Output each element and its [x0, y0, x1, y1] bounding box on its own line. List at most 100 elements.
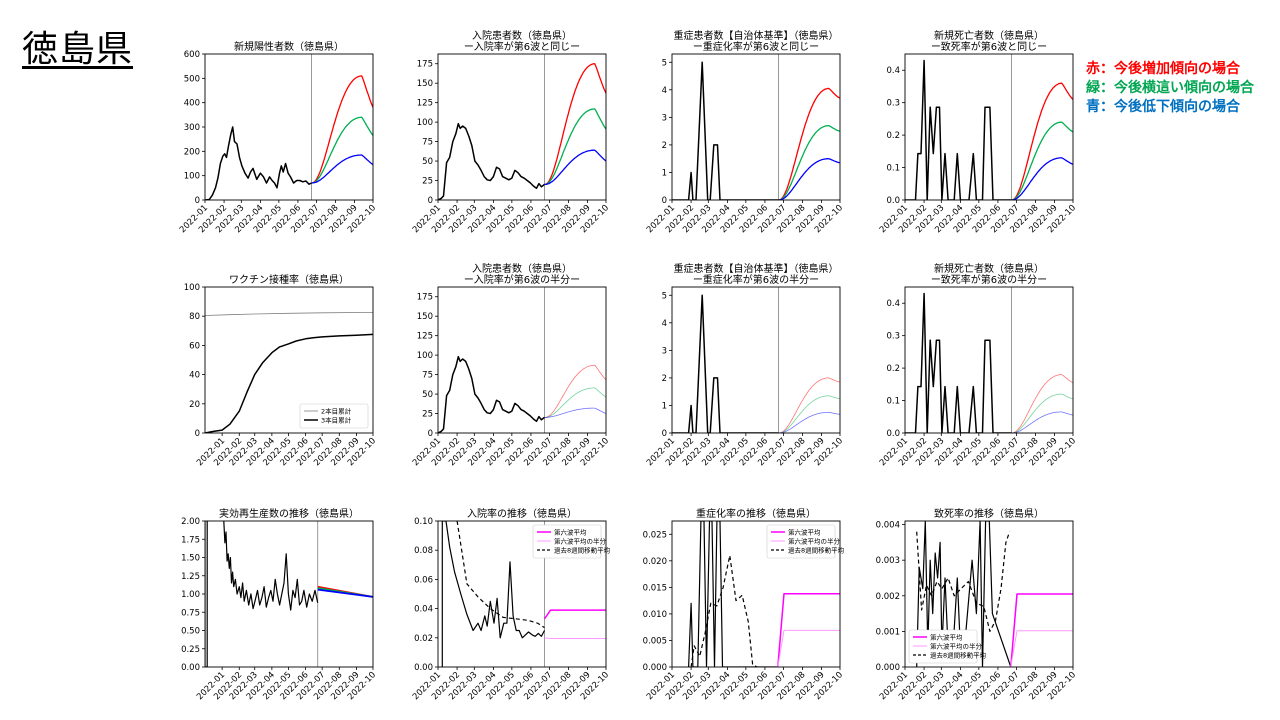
series-line — [205, 312, 373, 316]
y-tick-label: 175 — [417, 293, 433, 303]
series-line — [1011, 411, 1073, 433]
y-tick-label: 100 — [417, 118, 433, 128]
y-tick-label: 0 — [662, 196, 667, 206]
y-tick-label: 300 — [184, 123, 200, 133]
series-line — [905, 59, 1012, 200]
y-tick-label: 0.003 — [876, 556, 900, 566]
y-tick-label: 3 — [662, 113, 667, 123]
plot-frame — [204, 53, 374, 201]
y-tick-label: 0.00 — [181, 663, 200, 673]
legend-label: 第六波平均 — [554, 527, 587, 536]
y-tick-label: 0.10 — [414, 517, 433, 527]
series-line — [778, 124, 840, 200]
series-line — [688, 521, 779, 667]
y-tick-label: 1.00 — [181, 590, 200, 600]
chart-title: 新規死亡者数（徳島県） — [934, 29, 1044, 42]
y-tick-label: 60 — [189, 341, 200, 351]
chart-c12: 入院患者数（徳島県）ー入院率が第6波と同じー 0 25 50 75 100 125 150 17… — [411, 29, 611, 235]
legend-box — [299, 403, 369, 429]
y-tick-label: 0 — [662, 429, 667, 439]
y-tick-label: 25 — [422, 177, 433, 187]
y-tick-label: 0.0 — [886, 196, 900, 206]
series-line — [544, 637, 606, 639]
y-tick-label: 125 — [417, 332, 433, 342]
y-tick-label: 0.3 — [886, 99, 900, 109]
series-line — [1011, 121, 1073, 200]
series-line — [778, 87, 840, 200]
y-tick-label: 0.025 — [643, 530, 667, 540]
y-tick-label: 175 — [417, 60, 433, 70]
note-red: 赤：今後増加傾向の場合 — [1086, 61, 1240, 77]
y-tick-label: 0.015 — [643, 583, 667, 593]
series-line — [205, 333, 373, 433]
series-line — [778, 395, 840, 433]
series-line — [205, 521, 208, 667]
y-tick-label: 150 — [417, 79, 433, 89]
chart-title: ー入院率が第6波と同じー — [464, 40, 580, 53]
series-line — [778, 377, 840, 433]
y-tick-label: 75 — [422, 138, 433, 148]
y-tick-label: 0 — [195, 429, 200, 439]
legend-label: 2本目累計 — [321, 406, 352, 415]
y-tick-label: 125 — [417, 99, 433, 109]
series-line — [438, 355, 545, 433]
series-line — [672, 61, 779, 200]
series-line — [1010, 630, 1073, 667]
chart-title: ー重症化率が第6波と同じー — [693, 40, 819, 53]
legend-label: 第六波平均 — [930, 632, 963, 641]
series-line — [778, 411, 840, 433]
legend-label: 過去8週間移動平均 — [930, 650, 987, 659]
series-line — [777, 629, 840, 667]
chart-title: 致死率の推移（徳島県） — [934, 507, 1044, 520]
series-line — [544, 407, 606, 418]
plot-frame — [904, 53, 1074, 201]
y-tick-label: 0.020 — [643, 557, 667, 567]
y-tick-label: 2.00 — [181, 517, 200, 527]
series-line — [311, 75, 373, 184]
y-tick-label: 0.010 — [643, 610, 667, 620]
chart-title: 入院患者数（徳島県） — [472, 262, 572, 275]
y-tick-label: 0.4 — [886, 299, 900, 309]
series-line — [456, 521, 545, 629]
y-tick-label: 0.0 — [886, 429, 900, 439]
y-tick-label: 0.75 — [181, 608, 200, 618]
series-line — [544, 149, 606, 186]
y-tick-label: 0.08 — [414, 546, 433, 556]
y-tick-label: 100 — [184, 283, 200, 293]
note-green: 緑：今後横這い傾向の場合 — [1086, 80, 1254, 96]
series-line — [1011, 82, 1073, 200]
chart-title: 実効再生産数の推移（徳島県） — [219, 507, 359, 520]
series-line — [778, 158, 840, 200]
y-tick-label: 100 — [184, 172, 200, 182]
y-tick-label: 0 — [428, 196, 433, 206]
y-tick-label: 0.000 — [643, 663, 667, 673]
y-tick-label: 4 — [662, 319, 667, 329]
chart-c22: 入院患者数（徳島県）ー入院率が第6波の半分ー 0 25 50 75 100 125 150 17… — [411, 262, 611, 468]
series-line — [311, 154, 373, 184]
series-line — [690, 554, 758, 667]
y-tick-label: 50 — [422, 157, 433, 167]
y-tick-label: 5 — [662, 291, 667, 301]
plot-frame — [671, 520, 841, 668]
y-tick-label: 0.1 — [886, 164, 900, 174]
scenario-legend: 赤：今後増加傾向の場合 緑：今後横這い傾向の場合 青：今後低下傾向の場合 — [1086, 60, 1254, 117]
series-line — [777, 592, 840, 667]
chart-c11: 新規陽性者数（徳島県）01002003004005006002022-01202… — [178, 40, 378, 235]
y-tick-label: 80 — [189, 312, 200, 322]
y-tick-label: 1.75 — [181, 535, 200, 545]
chart-c33: 重症化率の推移（徳島県） 0.000 0.005 0.010 0.015 0.020 0.0… — [643, 507, 845, 702]
series-line — [544, 63, 606, 186]
y-tick-label: 0.1 — [886, 397, 900, 407]
y-tick-label: 2 — [662, 141, 667, 151]
chart-title: 新規陽性者数（徳島県） — [234, 40, 344, 53]
plot-frame — [204, 286, 374, 434]
chart-title: ー致死率が第6波の半分ー — [931, 273, 1047, 286]
y-tick-label: 200 — [184, 147, 200, 157]
y-tick-label: 50 — [422, 390, 433, 400]
y-tick-label: 0.04 — [414, 605, 433, 615]
series-line — [1011, 393, 1073, 433]
y-tick-label: 150 — [417, 312, 433, 322]
